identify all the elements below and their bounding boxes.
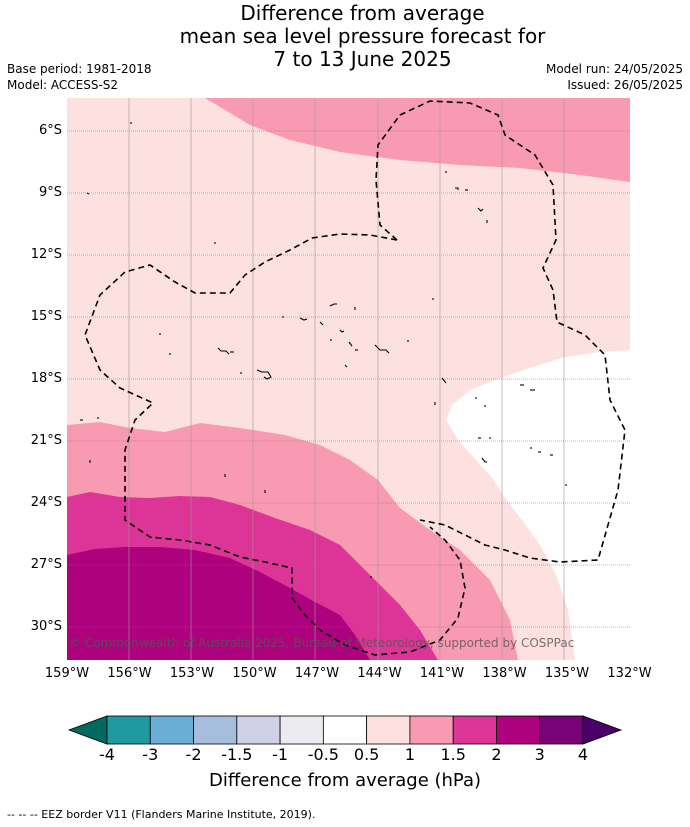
colorbar-swatch: [496, 715, 541, 745]
colorbar-tick-label: -0.5: [307, 745, 339, 764]
colorbar-extend-low: [67, 715, 108, 745]
colorbar-tick-label: -4: [99, 745, 115, 764]
colorbar-tick-label: 0.5: [353, 745, 380, 764]
band-neutral: [446, 350, 630, 660]
colorbar-swatch: [452, 715, 497, 745]
latitude-label: 21°S: [30, 433, 62, 448]
longitude-label: 150°W: [232, 666, 277, 681]
title-line-3: 7 to 13 June 2025: [273, 47, 452, 71]
colorbar: [67, 715, 623, 745]
latitude-label: 27°S: [30, 557, 62, 572]
latitude-label: 6°S: [38, 123, 62, 138]
colorbar-label: Difference from average (hPa): [208, 770, 482, 791]
longitude-label: 156°W: [107, 666, 152, 681]
colorbar-tick-label: 1.5: [440, 745, 466, 764]
colorbar-swatch: [149, 715, 194, 745]
longitude-label: 147°W: [294, 666, 340, 681]
island-outlines: [80, 122, 567, 578]
latitude-label: 9°S: [38, 185, 62, 200]
latitude-label: 18°S: [30, 371, 62, 386]
model-run: Model run: 24/05/2025: [545, 62, 683, 76]
longitude-label: 159°W: [44, 666, 90, 681]
latitude-label: 15°S: [30, 309, 62, 324]
copyright-notice: © Commonwealth of Australia 2025, Bureau…: [69, 636, 574, 650]
title-line-2: mean sea level pressure forecast for: [179, 24, 546, 48]
colorbar-tick-label: -1.5: [221, 745, 253, 764]
colorbar-tick-label: -3: [142, 745, 159, 764]
eez-borders: [84, 100, 626, 656]
longitude-label: 132°W: [607, 666, 652, 681]
colorbar-tick-label: 3: [534, 745, 545, 764]
colorbar-swatch: [279, 715, 324, 745]
issued-date: Issued: 26/05/2025: [567, 78, 683, 92]
colorbar-extend-high: [582, 715, 623, 745]
longitude-label: 141°W: [419, 666, 465, 681]
colorbar-tick-label: 1: [404, 745, 415, 764]
band-1-to-1p5-north: [205, 98, 630, 182]
latitude-label: 12°S: [30, 247, 62, 262]
band-2-to-3: [67, 547, 370, 660]
longitude-label: 135°W: [544, 666, 590, 681]
longitude-label: 144°W: [357, 666, 402, 681]
colorbar-swatch: [322, 715, 368, 745]
anomaly-fill: [67, 98, 630, 660]
latitude-label: 24°S: [30, 495, 62, 510]
colorbar-tick-label: 4: [577, 745, 589, 764]
colorbar-swatch: [236, 715, 281, 745]
latitude-label: 30°S: [30, 619, 62, 634]
eez-footnote: -- -- -- EEZ border V11 (Flanders Marine…: [7, 808, 316, 821]
title-line-1: Difference from average: [240, 1, 485, 25]
colorbar-swatch: [409, 715, 454, 745]
colorbar-swatch: [193, 715, 238, 745]
colorbar-tick-label: -1: [272, 745, 289, 764]
colorbar-swatch: [106, 715, 151, 745]
model-name: Model: ACCESS-S2: [7, 78, 119, 92]
colorbar-swatch: [539, 715, 584, 745]
longitude-label: 138°W: [482, 666, 527, 681]
base-period: Base period: 1981-2018: [7, 62, 152, 76]
colorbar-swatch: [366, 715, 411, 745]
colorbar-tick-label: 2: [491, 745, 502, 764]
colorbar-tick-label: -2: [185, 745, 202, 764]
meridians: [128, 98, 565, 660]
longitude-label: 153°W: [169, 666, 215, 681]
